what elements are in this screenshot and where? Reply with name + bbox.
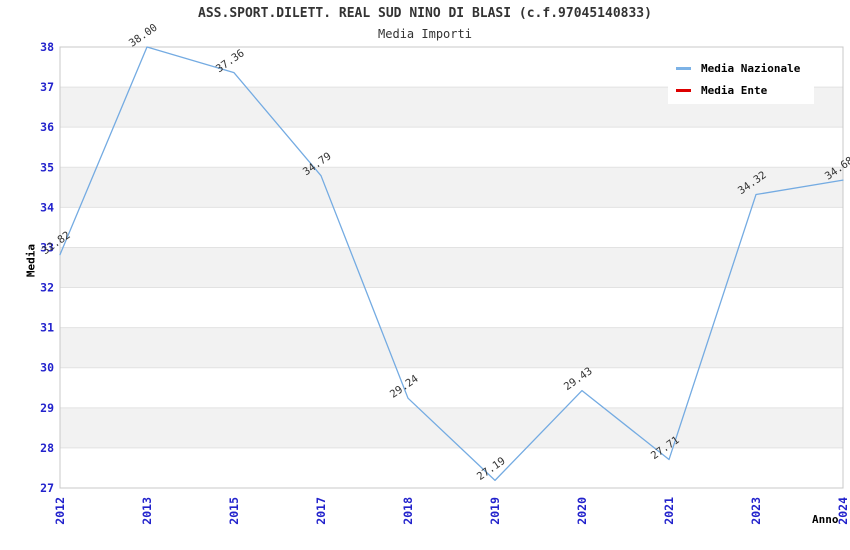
x-tick-label: 2018	[401, 497, 415, 525]
grid-band	[60, 127, 843, 168]
legend-swatch-media-ente	[676, 88, 691, 92]
y-tick-label: 35	[40, 160, 54, 174]
grid-band	[60, 367, 843, 408]
chart-title: ASS.SPORT.DILETT. REAL SUD NINO DI BLASI…	[198, 6, 652, 21]
grid-band	[60, 407, 843, 448]
y-tick-label: 31	[40, 321, 54, 335]
x-tick-label: 2023	[749, 497, 763, 525]
y-tick-label: 34	[40, 200, 54, 214]
x-tick-label: 2020	[575, 497, 589, 525]
grid-band	[60, 327, 843, 368]
legend-swatch-media-nazionale	[676, 66, 691, 70]
y-tick-label: 33	[40, 240, 54, 254]
legend: Media Nazionale Media Ente	[668, 56, 814, 104]
legend-label-media-nazionale: Media Nazionale	[701, 61, 801, 75]
x-tick-label: 2012	[53, 497, 67, 525]
x-tick-label: 2019	[488, 497, 502, 525]
y-tick-label: 28	[40, 441, 54, 455]
x-tick-label: 2024	[836, 497, 850, 525]
plot-border	[59, 46, 844, 489]
grid-band	[60, 287, 843, 328]
x-tick-label: 2013	[140, 497, 154, 525]
series-line-media-nazionale	[59, 46, 844, 482]
y-tick-label: 30	[40, 361, 54, 375]
legend-item-media-nazionale: Media Nazionale	[668, 58, 814, 78]
grid-band	[60, 247, 843, 288]
y-axis-title: Media	[24, 243, 38, 278]
chart-subtitle: Media Importi	[378, 27, 472, 41]
y-tick-label: 29	[40, 401, 54, 415]
y-tick-label: 36	[40, 120, 54, 134]
x-tick-label: 2017	[314, 497, 328, 525]
grid-band	[60, 207, 843, 248]
y-tick-label: 27	[40, 481, 54, 495]
grid-band	[60, 167, 843, 208]
x-axis-title: Anno	[812, 513, 839, 526]
y-tick-label: 32	[40, 281, 54, 295]
y-tick-label: 38	[40, 40, 54, 54]
legend-item-media-ente: Media Ente	[668, 80, 814, 100]
y-tick-label: 37	[40, 80, 54, 94]
x-tick-label: 2021	[662, 497, 676, 525]
legend-label-media-ente: Media Ente	[701, 83, 768, 97]
x-tick-label: 2015	[227, 497, 241, 525]
grid-band	[60, 447, 843, 488]
